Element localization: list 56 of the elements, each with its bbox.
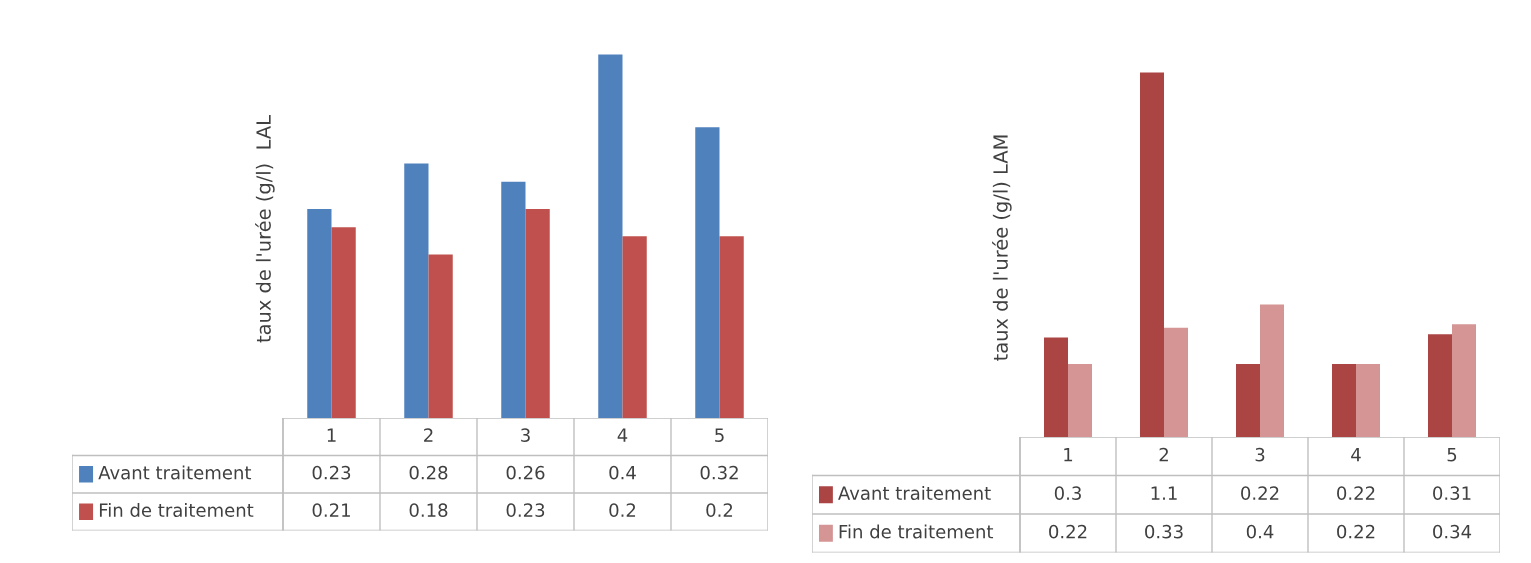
bar [1332, 364, 1356, 437]
bar [1140, 72, 1164, 437]
data-label: 1.1 [1151, 486, 1177, 500]
bar [1236, 364, 1260, 437]
bar [719, 236, 744, 418]
bar [404, 163, 429, 418]
x-tick-label: 1 [327, 428, 336, 442]
bar [331, 227, 356, 418]
x-tick-label: 3 [521, 428, 530, 442]
data-label: 0.31 [1433, 486, 1471, 500]
bar [428, 254, 453, 418]
bar [1452, 324, 1476, 437]
bar [501, 181, 526, 418]
legend-label: Fin de traitement [839, 524, 994, 539]
data-label: 0.33 [1145, 524, 1183, 539]
y-axis-title: taux de l'urée (g/l) LAL [255, 115, 275, 343]
data-label: 0.34 [1433, 524, 1472, 539]
bar [1260, 304, 1284, 437]
x-tick-label: 4 [617, 428, 628, 442]
data-label: 0.28 [409, 465, 448, 480]
data-label: 0.4 [1246, 524, 1274, 539]
x-tick-label: 3 [1255, 447, 1265, 462]
legend-label: Avant traitement [838, 486, 991, 500]
legend-label: Avant traitement [98, 465, 252, 480]
bar [1044, 337, 1068, 437]
bar [307, 209, 332, 418]
x-tick-label: 2 [1159, 447, 1168, 462]
data-label: 0.22 [1337, 486, 1375, 500]
bar [525, 209, 550, 418]
data-label: 0.2 [609, 503, 636, 517]
x-tick-label: 1 [1064, 448, 1073, 462]
data-label: 0.23 [312, 465, 351, 480]
bar [598, 54, 623, 418]
data-label: 0.23 [506, 503, 545, 517]
data-label: 0.4 [609, 465, 636, 480]
bar [1068, 364, 1092, 437]
data-label: 0.21 [312, 503, 350, 517]
data-label: 0.32 [700, 465, 738, 480]
data-label: 0.26 [506, 465, 545, 480]
data-label: 0.3 [1054, 486, 1081, 500]
data-label: 0.18 [409, 503, 448, 517]
x-tick-label: 5 [1447, 448, 1457, 462]
data-label: 0.22 [1241, 486, 1279, 500]
bar [1356, 364, 1380, 437]
bar [622, 236, 647, 418]
bar [1428, 334, 1452, 437]
x-tick-label: 4 [1351, 448, 1361, 462]
y-axis-title: taux de l'urée (g/l) LAM [992, 135, 1012, 361]
x-tick-label: 5 [715, 428, 724, 442]
x-tick-label: 2 [424, 428, 433, 442]
data-label: 0.2 [706, 503, 733, 517]
legend-label: Fin de traitement [99, 503, 254, 517]
data-label: 0.22 [1337, 524, 1375, 539]
bar [1164, 327, 1188, 437]
data-label: 0.22 [1049, 524, 1087, 539]
bar [695, 127, 720, 418]
